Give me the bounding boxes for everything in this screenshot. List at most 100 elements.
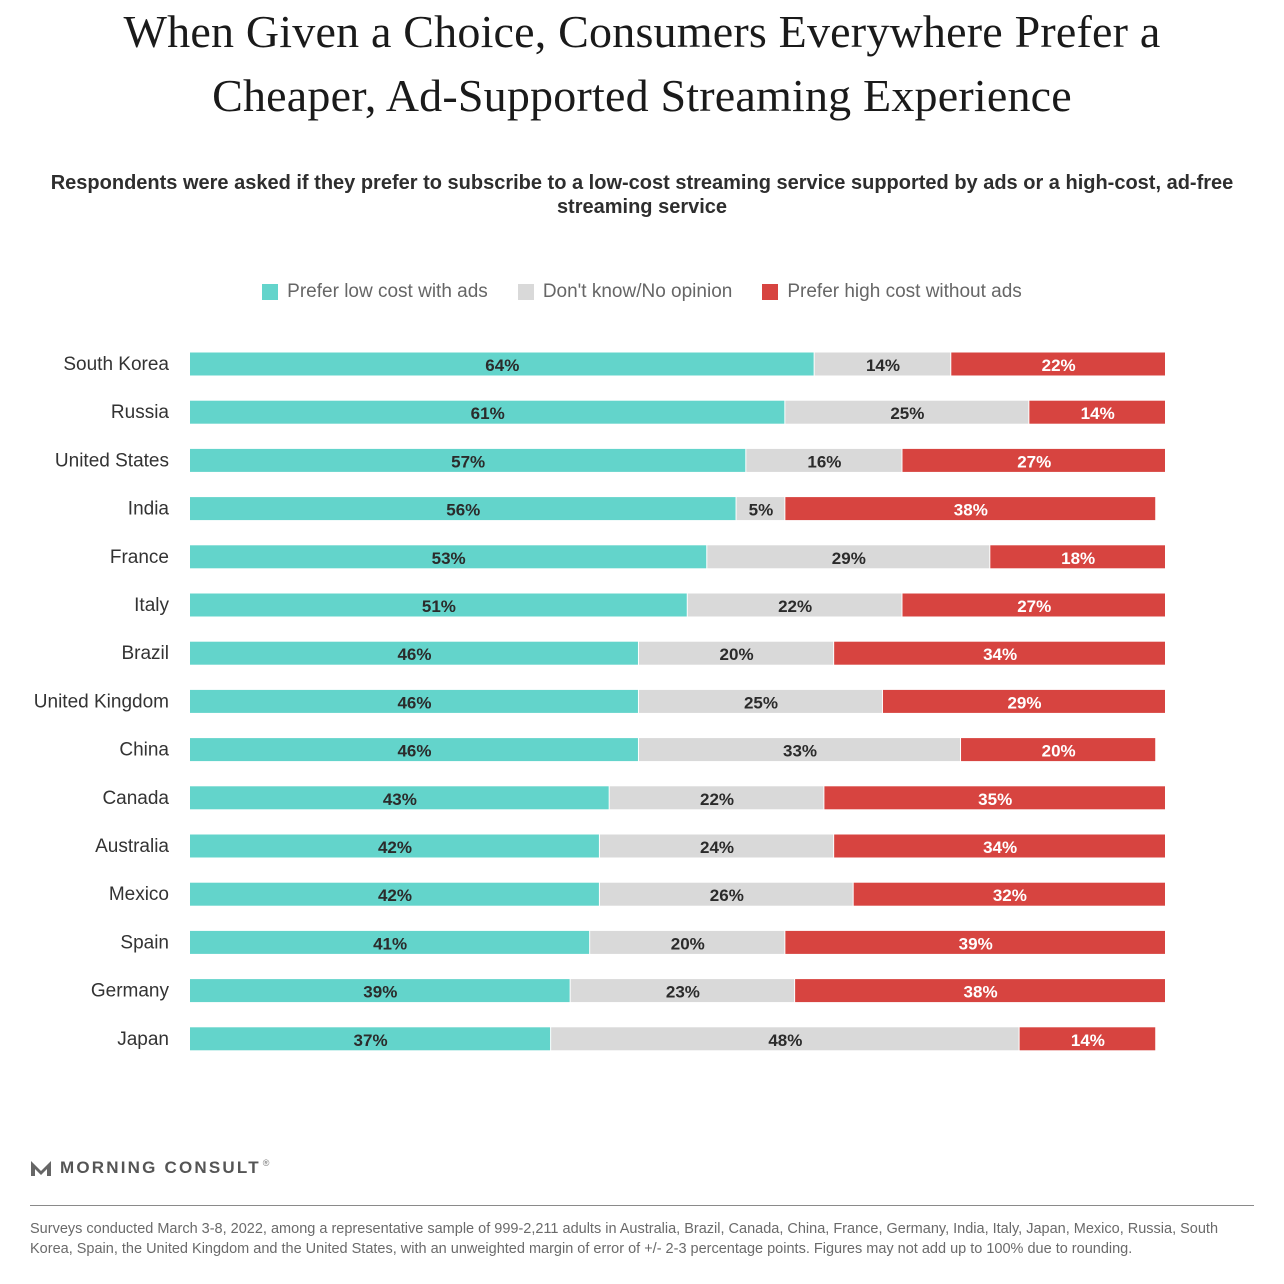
category-label-south-korea: South Korea (63, 354, 169, 375)
bar-low-cost-italy (190, 593, 687, 617)
data-label-low-cost-united-states: 57% (451, 452, 485, 471)
data-label-high-cost-brazil: 34% (983, 645, 1017, 664)
data-label-no-opinion-india: 5% (749, 501, 774, 520)
chart-title: When Given a Choice, Consumers Everywher… (0, 0, 1284, 128)
legend-swatch-high-cost (762, 284, 779, 300)
bar-high-cost-brazil (834, 641, 1165, 665)
legend-swatch-no-opinion (517, 284, 534, 300)
category-label-spain: Spain (120, 932, 169, 953)
bar-no-opinion-spain (590, 930, 785, 954)
data-label-high-cost-australia: 34% (983, 838, 1017, 857)
data-label-high-cost-spain: 39% (959, 934, 993, 953)
bar-high-cost-italy (902, 593, 1165, 617)
category-label-japan: Japan (117, 1029, 169, 1050)
bar-high-cost-spain (785, 930, 1165, 954)
data-label-high-cost-mexico: 32% (993, 886, 1027, 905)
data-label-no-opinion-mexico: 26% (710, 886, 744, 905)
data-label-high-cost-china: 20% (1042, 742, 1076, 761)
bar-high-cost-germany (795, 979, 1165, 1003)
data-label-low-cost-china: 46% (397, 742, 431, 761)
category-label-india: India (128, 499, 170, 520)
category-label-united-states: United States (55, 450, 169, 471)
bar-no-opinion-canada (609, 786, 824, 810)
data-label-low-cost-france: 53% (432, 549, 466, 568)
bar-no-opinion-italy (687, 593, 902, 617)
bar-low-cost-united-states (190, 448, 746, 472)
data-label-no-opinion-france: 29% (832, 549, 866, 568)
bar-high-cost-russia (1029, 400, 1165, 424)
brand-name: MORNING CONSULT (60, 1158, 261, 1177)
data-label-high-cost-russia: 14% (1081, 404, 1115, 423)
chart-legend: Prefer low cost with ads Don't know/No o… (0, 281, 1284, 303)
bar-high-cost-canada (824, 786, 1165, 810)
data-label-low-cost-mexico: 42% (378, 886, 412, 905)
category-label-russia: Russia (111, 402, 170, 423)
data-label-low-cost-south-korea: 64% (485, 356, 519, 375)
bar-no-opinion-japan (551, 1027, 1019, 1051)
legend-item-low-cost: Prefer low cost with ads (262, 281, 488, 303)
legend-label-low-cost: Prefer low cost with ads (287, 281, 488, 302)
bar-low-cost-brazil (190, 641, 638, 665)
bar-low-cost-canada (190, 786, 609, 810)
bar-high-cost-india (785, 497, 1156, 521)
data-label-low-cost-italy: 51% (422, 597, 456, 616)
category-label-germany: Germany (91, 981, 170, 1002)
bar-low-cost-india (190, 497, 736, 521)
category-label-italy: Italy (134, 595, 169, 616)
bar-low-cost-australia (190, 834, 599, 858)
data-label-no-opinion-japan: 48% (768, 1031, 802, 1050)
chart-title-line-2: Cheaper, Ad-Supported Streaming Experien… (212, 70, 1072, 121)
data-label-high-cost-south-korea: 22% (1042, 356, 1076, 375)
bar-high-cost-united-kingdom (882, 689, 1165, 713)
category-label-china: China (119, 740, 169, 761)
bar-no-opinion-france (707, 545, 990, 569)
data-label-no-opinion-spain: 20% (671, 934, 705, 953)
data-label-low-cost-united-kingdom: 46% (397, 693, 431, 712)
bar-high-cost-south-korea (951, 352, 1165, 376)
chart-title-line-1: When Given a Choice, Consumers Everywher… (123, 6, 1161, 57)
data-label-high-cost-japan: 14% (1071, 1031, 1105, 1050)
category-label-united-kingdom: United Kingdom (34, 691, 169, 712)
data-label-no-opinion-china: 33% (783, 742, 817, 761)
chart-subtitle: Respondents were asked if they prefer to… (50, 172, 1234, 218)
bar-low-cost-united-kingdom (190, 689, 638, 713)
data-label-high-cost-italy: 27% (1017, 597, 1051, 616)
footnote: Surveys conducted March 3-8, 2022, among… (30, 1221, 1219, 1257)
category-label-brazil: Brazil (121, 643, 169, 664)
data-label-high-cost-canada: 35% (978, 790, 1012, 809)
bar-no-opinion-russia (785, 400, 1029, 424)
morning-consult-logo-icon (31, 1161, 51, 1176)
data-label-low-cost-india: 56% (446, 501, 480, 520)
data-label-low-cost-canada: 43% (383, 790, 417, 809)
bar-no-opinion-mexico (599, 882, 853, 906)
category-label-australia: Australia (95, 836, 169, 857)
data-label-low-cost-germany: 39% (363, 983, 397, 1002)
data-label-no-opinion-united-kingdom: 25% (744, 693, 778, 712)
data-label-high-cost-united-states: 27% (1017, 452, 1051, 471)
bar-high-cost-mexico (853, 882, 1165, 906)
bar-low-cost-japan (190, 1027, 551, 1051)
category-label-france: France (110, 547, 169, 568)
bar-low-cost-france (190, 545, 707, 569)
bar-no-opinion-south-korea (814, 352, 951, 376)
category-label-mexico: Mexico (109, 884, 169, 905)
bar-no-opinion-brazil (638, 641, 834, 665)
data-label-high-cost-germany: 38% (964, 983, 998, 1002)
legend-item-no-opinion: Don't know/No opinion (517, 281, 732, 303)
bar-high-cost-japan (1019, 1027, 1156, 1051)
data-label-low-cost-spain: 41% (373, 934, 407, 953)
data-label-no-opinion-united-states: 16% (807, 452, 841, 471)
data-label-low-cost-australia: 42% (378, 838, 412, 857)
data-label-no-opinion-brazil: 20% (720, 645, 754, 664)
data-label-high-cost-united-kingdom: 29% (1007, 693, 1041, 712)
data-label-high-cost-france: 18% (1061, 549, 1095, 568)
stacked-bar-chart: South Korea 64% 14% 22% Russia 61% 25% 14% Unite… (34, 352, 1165, 1051)
legend-swatch-low-cost (262, 284, 279, 300)
data-label-no-opinion-germany: 23% (666, 983, 700, 1002)
data-label-high-cost-india: 38% (954, 501, 988, 520)
bar-no-opinion-india (736, 497, 785, 521)
data-label-no-opinion-south-korea: 14% (866, 356, 900, 375)
bar-high-cost-france (990, 545, 1165, 569)
bar-no-opinion-united-states (746, 448, 902, 472)
bar-low-cost-spain (190, 930, 590, 954)
